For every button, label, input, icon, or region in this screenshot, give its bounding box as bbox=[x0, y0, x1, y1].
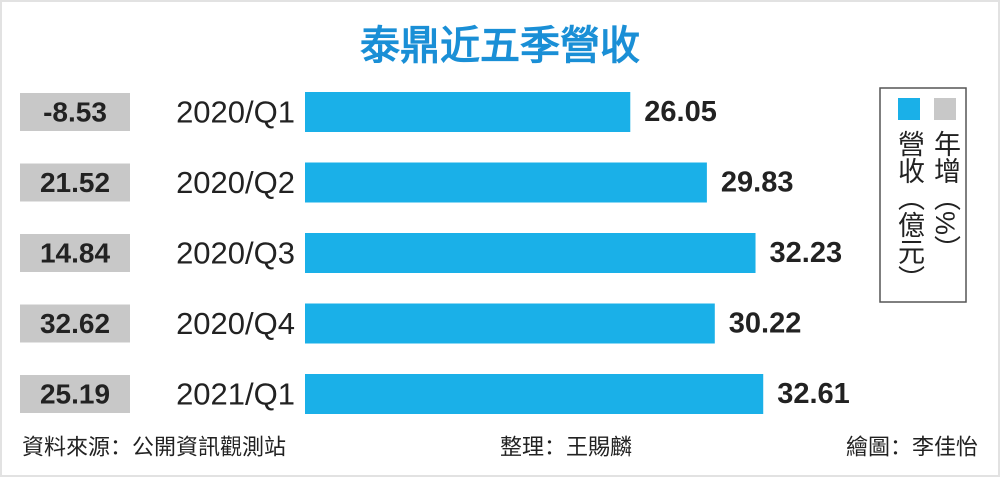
legend-label: 營收（億元） bbox=[894, 130, 925, 292]
value-label: 32.23 bbox=[770, 237, 843, 269]
category-label: 2020/Q3 bbox=[176, 236, 295, 271]
legend-label: 年增（%） bbox=[930, 130, 961, 262]
yoy-label: 25.19 bbox=[40, 379, 110, 410]
artist-note: 繪圖：李佳怡 bbox=[846, 435, 978, 460]
bar bbox=[305, 374, 764, 414]
yoy-box bbox=[20, 375, 130, 413]
yoy-label: -8.53 bbox=[43, 97, 107, 128]
editor-note: 整理：王賜麟 bbox=[500, 435, 632, 460]
category-label: 2021/Q1 bbox=[176, 377, 295, 412]
legend-swatch bbox=[934, 98, 956, 120]
bar bbox=[305, 162, 707, 203]
yoy-box bbox=[20, 163, 130, 202]
value-label: 30.22 bbox=[729, 308, 802, 340]
category-label: 2020/Q2 bbox=[176, 165, 295, 200]
yoy-label: 14.84 bbox=[40, 238, 110, 269]
value-label: 26.05 bbox=[644, 96, 717, 128]
value-label: 32.61 bbox=[777, 378, 850, 410]
bar bbox=[305, 303, 715, 344]
category-label: 2020/Q1 bbox=[176, 95, 295, 130]
yoy-box bbox=[20, 304, 130, 343]
value-label: 29.83 bbox=[721, 167, 794, 199]
yoy-box bbox=[20, 234, 130, 272]
category-label: 2020/Q4 bbox=[176, 306, 295, 341]
bar bbox=[305, 92, 631, 132]
chart-title: 泰鼎近五季營收 bbox=[360, 24, 640, 68]
yoy-label: 21.52 bbox=[40, 167, 110, 198]
legend-box bbox=[879, 87, 967, 303]
yoy-box bbox=[20, 93, 130, 131]
source-note: 資料來源：公開資訊觀測站 bbox=[22, 435, 286, 460]
yoy-label: 32.62 bbox=[40, 308, 110, 339]
bar bbox=[305, 233, 756, 273]
legend-swatch bbox=[898, 98, 920, 120]
